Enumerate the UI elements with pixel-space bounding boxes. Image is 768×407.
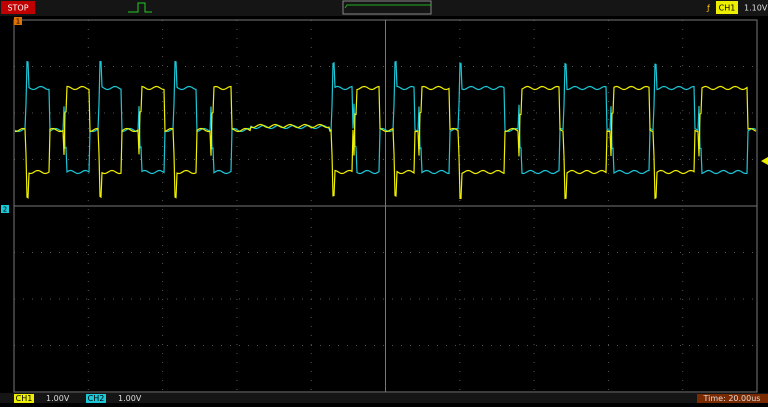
ch1-marker: 1 <box>16 18 20 26</box>
preview-trace <box>344 4 431 9</box>
ch2-marker: 2 <box>3 206 7 214</box>
bottom-bar <box>0 393 768 403</box>
ch1-trace <box>15 85 757 200</box>
graticule-border <box>13 19 758 393</box>
status: STOP <box>7 4 28 13</box>
ch2-scale: 1.00V <box>118 394 142 403</box>
top-bar <box>0 0 768 16</box>
ch1-scale: 1.00V <box>46 394 70 403</box>
grid <box>14 20 757 392</box>
trigger-icon <box>128 2 152 13</box>
ch2-trace <box>14 60 757 175</box>
trigger-level-marker <box>761 157 768 165</box>
ch1-marker-box <box>14 17 22 25</box>
timebase-box[interactable] <box>697 394 768 403</box>
ch1-label: CH1 <box>16 394 33 403</box>
ch2-label: CH2 <box>88 394 105 403</box>
timebase: Time: 20.00us <box>703 394 761 403</box>
waveform-preview <box>342 0 432 15</box>
trigger-level: 1.10V <box>744 4 768 13</box>
trigger-channel-box[interactable] <box>716 1 738 14</box>
trigger-channel: CH1 <box>719 4 736 13</box>
ch2-label-box[interactable] <box>86 394 106 403</box>
trigger-edge: ƒ <box>706 4 710 13</box>
status-box[interactable] <box>1 1 35 14</box>
ch2-marker-box <box>1 205 9 213</box>
ch1-label-box[interactable] <box>14 394 34 403</box>
